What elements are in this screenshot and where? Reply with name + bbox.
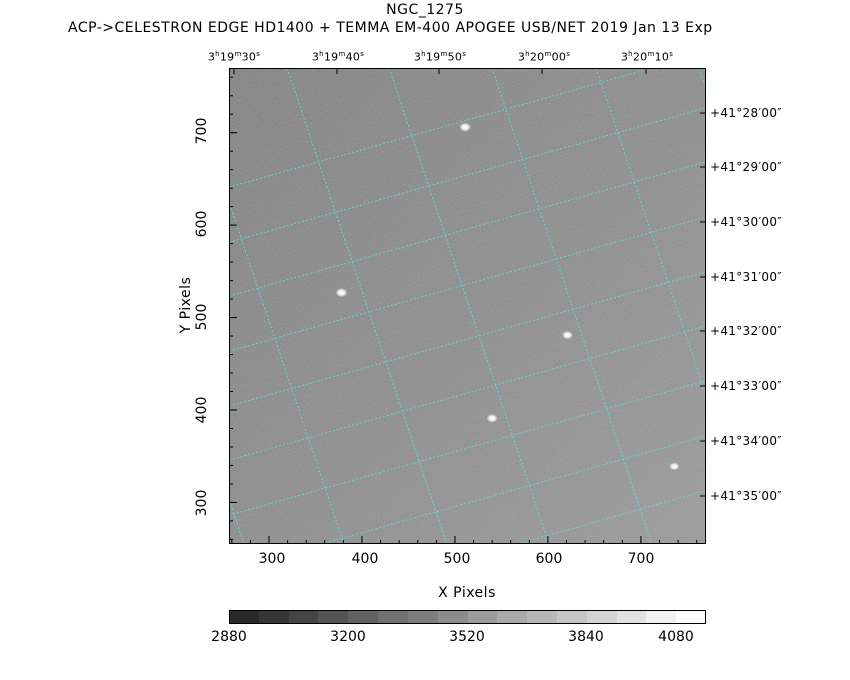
x-tick-label: 300 — [258, 551, 286, 567]
dec-label: +41°34′00″ — [710, 434, 783, 448]
colorbar-step — [289, 610, 318, 624]
star — [459, 122, 472, 132]
colorbar-step — [378, 610, 408, 624]
colorbar-step — [229, 610, 259, 624]
ra-label: 3h19m40s — [311, 50, 365, 64]
colorbar-step — [497, 610, 527, 624]
colorbar-step — [617, 610, 646, 624]
y-tick-label: 400 — [194, 396, 210, 424]
plot-frame — [229, 68, 706, 544]
colorbar-label: 4080 — [658, 629, 694, 645]
ra-label: 3h20m00s — [517, 50, 571, 64]
dec-label: +41°30′00″ — [710, 215, 783, 229]
star-field — [335, 122, 680, 471]
colorbar-step — [438, 610, 468, 624]
dec-label: +41°35′00″ — [710, 489, 783, 503]
tick-marks — [229, 68, 706, 544]
star — [669, 462, 680, 471]
colorbar-label: 3200 — [330, 629, 366, 645]
star — [335, 287, 348, 298]
colorbar-step — [259, 610, 289, 624]
x-tick-label: 500 — [443, 551, 471, 567]
ra-label: 3h19m50s — [413, 50, 467, 64]
y-tick-label: 600 — [194, 210, 210, 238]
x-tick-label: 400 — [351, 551, 379, 567]
colorbar-step — [318, 610, 348, 624]
colorbar-label: 3520 — [449, 629, 485, 645]
colorbar-label: 2880 — [211, 629, 247, 645]
colorbar-step — [587, 610, 617, 624]
dec-label: +41°33′00″ — [710, 379, 783, 393]
colorbar-step — [557, 610, 587, 624]
star — [486, 413, 498, 423]
y-tick-label: 500 — [194, 303, 210, 331]
y-tick-label: 300 — [194, 489, 210, 517]
dec-label: +41°29′00″ — [710, 160, 783, 174]
image-title: NGC_1275 — [386, 2, 464, 18]
colorbar-step — [468, 610, 497, 624]
dec-label: +41°32′00″ — [710, 324, 783, 338]
colorbar — [229, 610, 706, 624]
y-axis-title: Y Pixels — [178, 276, 194, 334]
x-tick-label: 600 — [535, 551, 563, 567]
x-axis-title: X Pixels — [438, 585, 496, 601]
colorbar-step — [676, 610, 706, 624]
x-tick-label: 700 — [627, 551, 655, 567]
astro-image[interactable] — [229, 68, 706, 544]
colorbar-step — [408, 610, 438, 624]
colorbar-step — [348, 610, 378, 624]
colorbar-step — [527, 610, 557, 624]
colorbar-step — [646, 610, 676, 624]
dec-label: +41°31′00″ — [710, 270, 783, 284]
sky-background — [229, 68, 706, 544]
ra-label: 3h19m30s — [207, 50, 261, 64]
image-subtitle: ACP->CELESTRON EDGE HD1400 + TEMMA EM-40… — [68, 20, 713, 36]
dec-label: +41°28′00″ — [710, 106, 783, 120]
y-tick-label: 700 — [194, 117, 210, 145]
ra-label: 3h20m10s — [620, 50, 674, 64]
star — [561, 330, 574, 340]
colorbar-label: 3840 — [568, 629, 604, 645]
